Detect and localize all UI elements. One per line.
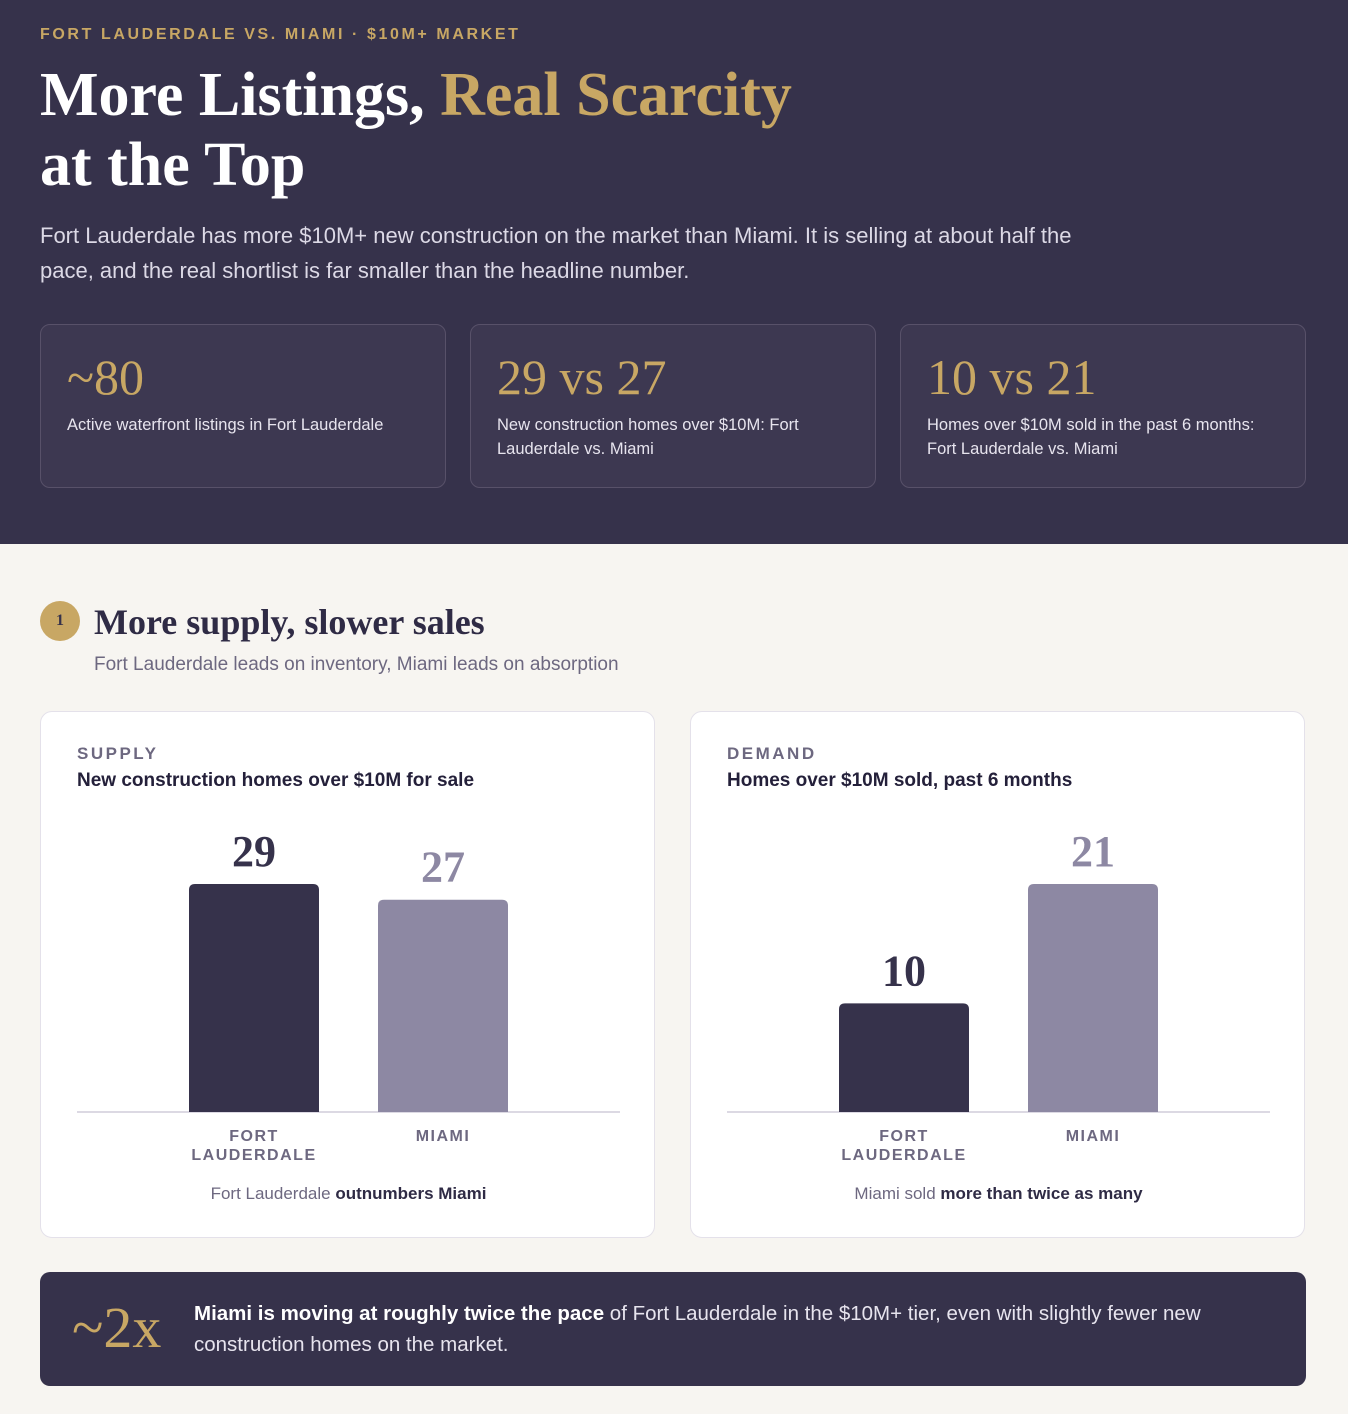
supply-chart-card: SUPPLY New construction homes over $10M … xyxy=(40,711,655,1238)
title-part-1: More Listings, xyxy=(40,61,441,129)
page-title: More Listings, Real Scarcity at the Top xyxy=(40,60,1040,200)
bar-value-label: 29 xyxy=(232,827,276,876)
category-label-line: FORT xyxy=(229,1128,279,1145)
stat-label: Homes over $10M sold in the past 6 month… xyxy=(927,416,1255,458)
callout-banner: ~2x Miami is moving at roughly twice the… xyxy=(40,1272,1306,1386)
caption-text: Fort Lauderdale xyxy=(210,1184,336,1203)
intro-text: Fort Lauderdale has more $10M+ new const… xyxy=(40,223,1072,283)
callout-figure: ~2x xyxy=(72,1295,162,1360)
bar xyxy=(839,1003,969,1112)
stat-value: ~80 xyxy=(67,349,145,405)
bar xyxy=(189,884,319,1112)
category-label: MIAMI xyxy=(1066,1128,1121,1145)
callout-emphasis: Miami is moving at roughly twice the pac… xyxy=(194,1302,605,1325)
category-label: FORT LAUDERDALE xyxy=(191,1128,316,1164)
section-number-badge: 1 xyxy=(40,601,80,641)
category-label: MIAMI xyxy=(416,1128,471,1145)
chart-title: Homes over $10M sold, past 6 months xyxy=(727,770,1073,791)
stat-value: 29 vs 27 xyxy=(497,349,667,405)
category-label: FORT LAUDERDALE xyxy=(841,1128,966,1164)
category-label-line: MIAMI xyxy=(1066,1128,1121,1145)
supply-bar-chart: 29 FORT LAUDERDALE 27 MIAMI xyxy=(77,827,620,1164)
bar xyxy=(1028,884,1158,1112)
demand-chart-card: DEMAND Homes over $10M sold, past 6 mont… xyxy=(690,711,1305,1238)
chart-caption: Fort Lauderdale outnumbers Miami xyxy=(41,1184,656,1204)
title-accent: Real Scarcity xyxy=(440,61,792,129)
stat-card-new-construction: 29 vs 27 New construction homes over $10… xyxy=(470,324,876,488)
category-label-line: FORT xyxy=(879,1128,929,1145)
category-label-line: MIAMI xyxy=(416,1128,471,1145)
title-part-2: at the Top xyxy=(40,131,306,199)
chart-eyebrow: DEMAND xyxy=(727,744,817,763)
stat-card-sold: 10 vs 21 Homes over $10M sold in the pas… xyxy=(900,324,1306,488)
callout-rest: of Fort Lauderdale in the $10M+ tier, ev… xyxy=(194,1302,1201,1356)
demand-bar-chart: 10 FORT LAUDERDALE 21 MIAMI xyxy=(727,827,1270,1164)
hero-section: FORT LAUDERDALE VS. MIAMI · $10M+ MARKET… xyxy=(0,0,1348,544)
bar-value-label: 10 xyxy=(882,946,926,995)
bar-value-label: 27 xyxy=(421,843,465,892)
callout-text: Miami is moving at roughly twice the pac… xyxy=(194,1298,1274,1360)
bar xyxy=(378,899,508,1112)
category-label-line: LAUDERDALE xyxy=(191,1147,316,1164)
chart-caption: Miami sold more than twice as many xyxy=(691,1184,1306,1204)
caption-emphasis: more than twice as many xyxy=(940,1184,1143,1203)
chart-title: New construction homes over $10M for sal… xyxy=(77,770,475,791)
section-subtitle: Fort Lauderdale leads on inventory, Miam… xyxy=(94,654,619,675)
chart-eyebrow: SUPPLY xyxy=(77,744,159,763)
stat-label: Active waterfront listings in Fort Laude… xyxy=(67,416,384,434)
bar-value-label: 21 xyxy=(1071,827,1115,876)
stat-label: New construction homes over $10M: Fort L… xyxy=(497,416,799,458)
section-title: More supply, slower sales xyxy=(94,602,485,642)
eyebrow: FORT LAUDERDALE VS. MIAMI · $10M+ MARKET xyxy=(40,26,521,43)
caption-emphasis: outnumbers Miami xyxy=(335,1184,487,1203)
stat-card-waterfront: ~80 Active waterfront listings in Fort L… xyxy=(40,324,446,488)
stat-value: 10 vs 21 xyxy=(927,349,1097,405)
caption-text: Miami sold xyxy=(854,1184,941,1203)
category-label-line: LAUDERDALE xyxy=(841,1147,966,1164)
